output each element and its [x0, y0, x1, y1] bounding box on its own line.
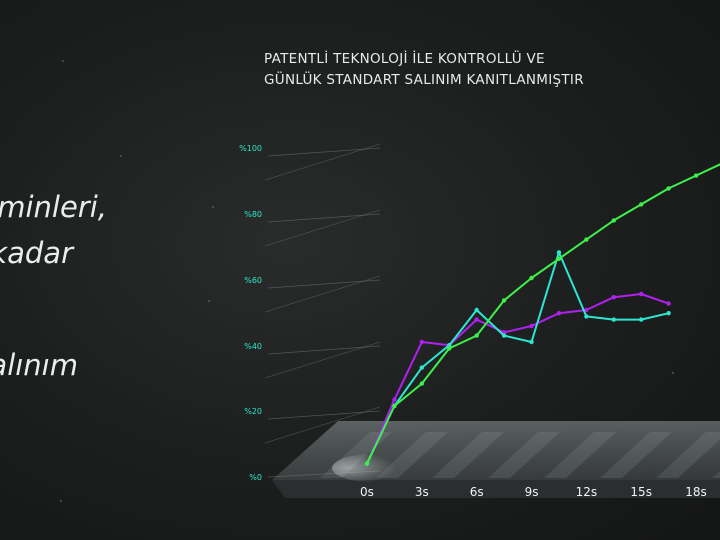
chart-title-line: GÜNLÜK STANDART SALINIM KANITLANMIŞTIR	[264, 72, 584, 88]
data-point	[392, 403, 397, 409]
chart-title-line: PATENTLİ TEKNOLOJİ İLE KONTROLLÜ VE	[264, 51, 545, 67]
data-point	[447, 343, 452, 348]
data-point	[556, 311, 562, 316]
data-point	[364, 461, 370, 466]
floor-stripe	[544, 432, 616, 478]
data-point	[639, 202, 644, 207]
data-point	[474, 317, 479, 322]
data-point	[392, 397, 397, 402]
chart-floor	[272, 421, 720, 498]
floor-stripe	[432, 432, 504, 478]
floor-stripe	[712, 470, 720, 478]
background-dot	[672, 372, 674, 374]
y-tick-label: %80	[244, 210, 262, 219]
data-point	[639, 291, 644, 297]
gridline	[264, 341, 381, 379]
data-point	[584, 237, 589, 242]
series-line	[366, 251, 669, 465]
data-point	[419, 339, 425, 345]
y-tick-label: %100	[239, 144, 262, 153]
data-point	[474, 307, 479, 313]
series-lines	[364, 163, 720, 466]
data-point	[584, 307, 589, 313]
data-point	[529, 275, 534, 281]
data-point	[419, 365, 425, 370]
gridline	[264, 275, 381, 313]
floor-stripe	[600, 432, 672, 478]
y-tick-label: %60	[244, 276, 262, 285]
slide-text-line: aminleri,	[0, 190, 107, 224]
series-line	[366, 293, 669, 464]
slide-text-line: salınım	[0, 348, 78, 382]
data-point	[529, 323, 534, 329]
x-tick-label: 15s	[630, 485, 652, 499]
gridline	[264, 209, 381, 247]
x-tick-label: 3s	[415, 485, 429, 499]
data-point	[529, 339, 534, 345]
chart-title: PATENTLİ TEKNOLOJİ İLE KONTROLLÜ VE GÜNL…	[264, 49, 584, 91]
data-point	[556, 250, 562, 255]
x-tick-label: 9s	[525, 485, 539, 499]
x-axis-labels: 0s 3s 6s 9s 12s 15s 18s	[360, 485, 707, 499]
y-tick-label: %0	[249, 473, 262, 482]
data-point	[556, 256, 562, 261]
data-point	[666, 186, 671, 191]
data-point	[611, 295, 616, 300]
gridline	[267, 213, 381, 223]
floor-edge	[272, 480, 720, 498]
gridline	[267, 410, 381, 420]
floor-stripe	[488, 432, 560, 478]
slide-text-line: kadar	[0, 236, 73, 270]
data-point	[474, 333, 479, 338]
gridline	[267, 279, 381, 289]
data-point	[639, 317, 644, 322]
perspective-grid	[264, 143, 381, 478]
series-line	[366, 163, 720, 465]
background-dot	[120, 155, 122, 157]
data-point	[419, 381, 425, 386]
x-tick-label: 6s	[470, 485, 484, 499]
data-point	[447, 346, 452, 351]
x-tick-label: 0s	[360, 485, 374, 499]
background-dot	[212, 206, 214, 208]
data-point	[666, 301, 671, 306]
data-point	[693, 173, 699, 178]
data-point	[611, 317, 616, 322]
y-tick-label: %20	[244, 407, 262, 416]
data-point	[584, 314, 589, 319]
floor-glow	[332, 454, 412, 482]
gridline	[264, 143, 381, 181]
data-point	[611, 218, 616, 223]
gridline	[264, 406, 381, 444]
y-tick-label: %40	[244, 342, 262, 351]
gridline	[267, 345, 381, 355]
background-dot	[208, 300, 210, 302]
data-point	[501, 333, 507, 338]
x-tick-label: 18s	[685, 485, 707, 499]
data-point	[666, 311, 671, 316]
data-point	[501, 298, 507, 303]
floor-stripe	[656, 432, 720, 478]
x-tick-label: 12s	[576, 485, 598, 499]
y-axis-labels: %0 %20 %40 %60 %80 %100	[239, 144, 262, 482]
background-dot	[62, 60, 64, 62]
cropped-slide-text: aminleri, kadar salınım	[0, 0, 200, 540]
gridline	[267, 147, 381, 157]
background-dot	[60, 500, 62, 502]
